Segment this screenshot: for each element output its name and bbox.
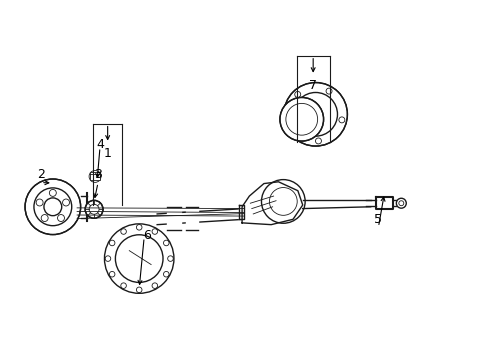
Text: 7: 7: [308, 79, 317, 92]
Text: 6: 6: [143, 229, 151, 242]
Text: 1: 1: [103, 147, 111, 160]
Circle shape: [25, 179, 81, 235]
Polygon shape: [302, 200, 370, 208]
Bar: [90, 172, 100, 180]
Circle shape: [85, 201, 103, 218]
Polygon shape: [375, 197, 392, 209]
Polygon shape: [238, 205, 244, 219]
Text: 3: 3: [94, 168, 102, 181]
Polygon shape: [157, 208, 244, 225]
Polygon shape: [166, 207, 181, 230]
Text: 2: 2: [37, 168, 45, 181]
Text: 5: 5: [374, 213, 382, 226]
Polygon shape: [242, 182, 302, 225]
Circle shape: [279, 98, 323, 141]
Circle shape: [284, 82, 346, 146]
Polygon shape: [186, 207, 198, 230]
Text: 4: 4: [96, 138, 104, 151]
